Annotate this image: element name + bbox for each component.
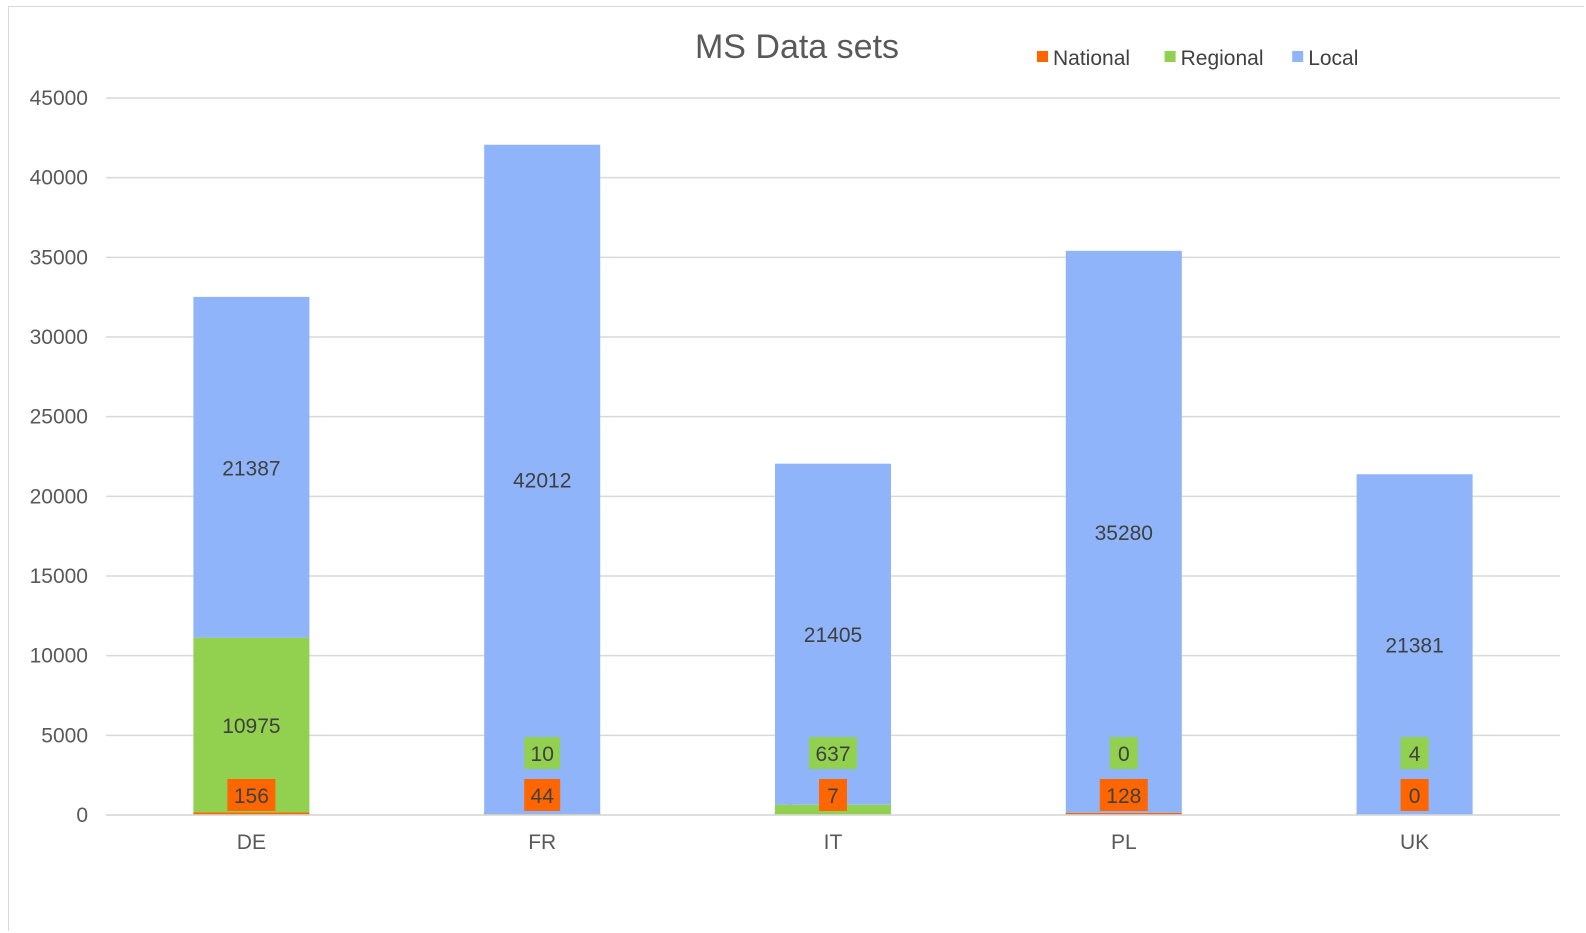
y-tick-label: 40000 (30, 167, 88, 190)
data-label-text: 0 (1409, 785, 1421, 808)
data-label-text: 637 (815, 743, 850, 766)
data-label-box (227, 779, 276, 811)
legend: National Regional Local (1037, 47, 1358, 70)
data-label-national-it: 7 (819, 779, 847, 811)
bar-local-de (193, 296, 310, 638)
bars (193, 144, 1473, 815)
y-tick-label: 5000 (41, 724, 88, 747)
data-label-box (1099, 779, 1148, 811)
x-tick-label: FR (528, 831, 556, 854)
data-label-regional-uk: 4 (1400, 737, 1429, 769)
data-label-text: 156 (234, 785, 269, 808)
y-tick-label: 45000 (30, 87, 88, 110)
data-labels: 10975 21387 156 42012 44 10 21405 7 637 35280 128 0… (222, 457, 1444, 811)
chart-title: MS Data sets (695, 28, 899, 66)
x-axis: DE FR IT PL UK (106, 814, 1560, 854)
data-label-regional-de: 10975 (222, 715, 280, 738)
data-label-local-uk: 21381 (1385, 635, 1443, 658)
data-label-box (524, 779, 561, 811)
data-label-local-pl: 35280 (1095, 522, 1153, 545)
data-label-national-fr: 44 (524, 779, 561, 811)
x-tick-label: DE (237, 831, 266, 854)
bar-local-fr (484, 144, 601, 815)
x-tick-label: PL (1111, 831, 1137, 854)
y-tick-label: 20000 (30, 485, 88, 508)
data-label-box (1400, 779, 1429, 811)
legend-label-national: National (1053, 47, 1130, 70)
data-label-national-uk: 0 (1400, 779, 1429, 811)
y-tick-label: 25000 (30, 406, 88, 429)
data-label-box (524, 737, 561, 769)
y-axis: 0 5000 10000 15000 20000 25000 30000 35000 40000… (30, 87, 88, 827)
data-label-local-de: 21387 (222, 457, 280, 480)
x-tick-label: IT (824, 831, 843, 854)
data-label-box (1400, 737, 1429, 769)
bar-local-pl (1065, 250, 1182, 813)
data-label-text: 10 (531, 743, 554, 766)
data-label-text: 7 (827, 785, 839, 808)
y-tick-label: 10000 (30, 645, 88, 668)
data-label-text: 128 (1106, 785, 1141, 808)
y-tick-label: 30000 (30, 326, 88, 349)
y-tick-label: 0 (76, 804, 88, 827)
data-label-national-de: 156 (227, 779, 276, 811)
data-label-national-pl: 128 (1099, 779, 1148, 811)
legend-swatch-national (1037, 51, 1048, 62)
data-label-box (819, 779, 847, 811)
data-label-text: 44 (531, 785, 555, 808)
data-label-regional-fr: 10 (524, 737, 561, 769)
legend-label-regional: Regional (1181, 47, 1264, 70)
data-label-box (1109, 737, 1138, 769)
data-label-box (809, 737, 857, 769)
legend-label-local: Local (1308, 47, 1358, 70)
legend-swatch-regional (1164, 51, 1176, 62)
x-tick-label: UK (1400, 831, 1429, 854)
y-tick-label: 15000 (30, 565, 88, 588)
data-label-local-it: 21405 (804, 624, 862, 647)
bar-national-de (193, 812, 310, 815)
data-label-regional-pl: 0 (1109, 737, 1138, 769)
data-label-text: 4 (1409, 743, 1421, 766)
data-label-text: 0 (1118, 743, 1130, 766)
legend-swatch-local (1292, 51, 1304, 62)
bar-national-pl (1065, 812, 1182, 815)
y-tick-label: 35000 (30, 246, 88, 269)
data-label-regional-it: 637 (809, 737, 857, 769)
data-label-local-fr: 42012 (513, 469, 571, 492)
